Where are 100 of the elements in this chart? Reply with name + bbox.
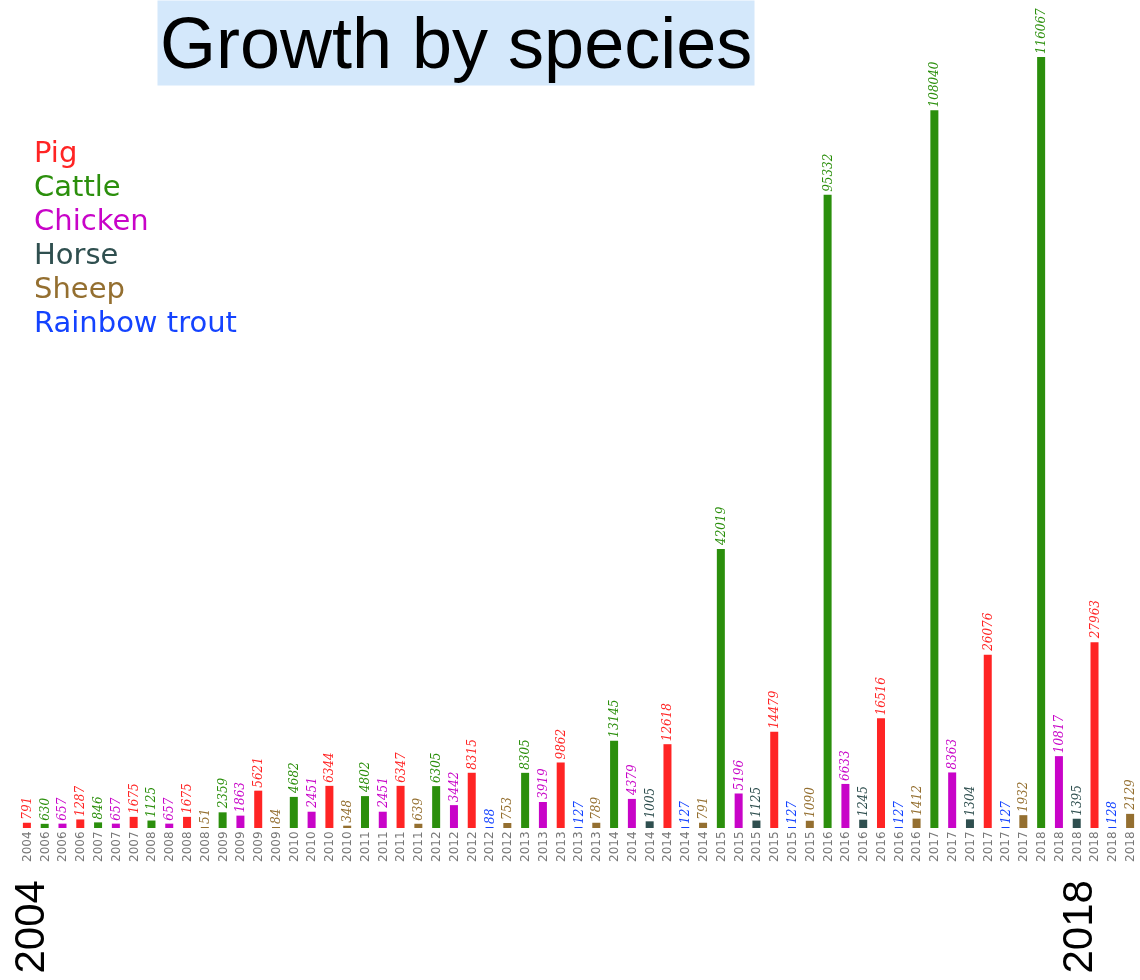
x-tick-label: 2014 [642, 831, 657, 862]
x-tick-label: 2011 [375, 831, 390, 862]
x-tick-label: 2017 [980, 831, 995, 862]
x-tick-label: 2018 [1105, 831, 1120, 862]
text: Cattle [34, 169, 121, 203]
bar [556, 762, 565, 828]
data-label: 95332 [820, 153, 835, 192]
data-label: 630 [37, 797, 52, 821]
data-label: 1863 [233, 781, 248, 813]
data-label: 2359 [215, 777, 230, 810]
text: Horse [34, 237, 119, 271]
x-tick-label: 2016 [856, 831, 871, 862]
data-label: 789 [589, 796, 604, 820]
data-label: 791 [696, 796, 711, 820]
data-label: 127 [998, 800, 1013, 824]
data-label: 127 [571, 800, 586, 824]
bar [1019, 815, 1028, 828]
bar [876, 718, 885, 828]
x-tick-label: 2012 [446, 831, 461, 862]
x-tick-label: 2009 [268, 831, 283, 862]
x-tick-label: 2018 [1087, 831, 1102, 862]
bar [841, 783, 850, 828]
bar [663, 744, 672, 828]
data-label: 1125 [144, 786, 159, 818]
data-label: 6633 [838, 750, 853, 781]
x-tick-label: 2014 [606, 831, 621, 862]
x-tick-label: 2012 [464, 831, 479, 862]
bar [58, 823, 67, 828]
data-label: 127 [785, 800, 800, 824]
data-label: 3919 [535, 768, 550, 799]
data-label: 6344 [322, 752, 337, 783]
data-label: 5621 [251, 757, 266, 788]
x-tick-label: 2008 [144, 831, 159, 862]
data-label: 4802 [357, 761, 372, 794]
bar [948, 772, 957, 828]
x-tick-label: 2012 [429, 831, 444, 862]
bar [734, 793, 743, 828]
x-tick-label: 2010 [286, 831, 301, 862]
data-label: 12618 [660, 702, 675, 742]
x-tick-label: 2008 [197, 831, 212, 862]
x-tick-label: 2015 [767, 831, 782, 862]
bar [76, 819, 85, 828]
data-label: 1395 [1069, 785, 1084, 816]
x-tick-label: 2017 [998, 831, 1013, 862]
x-tick-label: 2017 [945, 831, 960, 862]
data-label: 13145 [607, 699, 622, 738]
bar [360, 796, 369, 828]
bar [1090, 642, 1099, 828]
x-tick-label: 2015 [731, 831, 746, 862]
x-tick-label: 2010 [304, 831, 319, 862]
bar [610, 740, 619, 828]
text: Sheep [34, 271, 125, 305]
x-tick-label: 2018 [1123, 831, 1137, 862]
x-tick-label: 2017 [927, 831, 942, 862]
x-tick-label: 2011 [411, 831, 426, 862]
x-tick-label: 2017 [1016, 831, 1031, 862]
text: Rainbow trout [34, 305, 237, 339]
bar [503, 823, 512, 828]
data-label: 10817 [1051, 714, 1066, 754]
data-label: 127 [678, 800, 693, 824]
bar [1037, 57, 1046, 828]
chart-title: Growth by species [160, 3, 753, 83]
bar [40, 823, 49, 828]
x-tick-label: 2013 [553, 831, 568, 862]
bar [325, 785, 334, 828]
data-label: 88 [482, 808, 497, 824]
bar [432, 786, 441, 828]
x-tick-label: 2012 [500, 831, 515, 862]
data-label: 657 [108, 797, 123, 821]
data-label: 1675 [126, 783, 141, 814]
bar [645, 821, 654, 828]
data-label: 51 [197, 808, 212, 824]
bar [22, 822, 31, 828]
bar [1072, 818, 1081, 828]
bar [94, 822, 103, 828]
data-label: 9862 [553, 728, 568, 760]
data-label: 8305 [518, 739, 533, 770]
data-label: 27963 [1087, 599, 1102, 640]
data-label: 84 [269, 808, 284, 824]
x-tick-label: 2015 [749, 831, 764, 862]
data-label: 5196 [731, 759, 746, 791]
bar [716, 548, 725, 828]
data-label: 1932 [1016, 781, 1031, 813]
data-label: 108040 [927, 61, 942, 108]
bar [289, 796, 298, 828]
bar [449, 805, 458, 828]
bar [538, 801, 547, 828]
data-label: 2129 [1123, 778, 1138, 811]
bar [183, 816, 192, 828]
x-tick-label: 2011 [393, 831, 408, 862]
data-label: 128 [1105, 800, 1120, 824]
data-label: 2451 [304, 777, 319, 809]
x-tick-label: 2010 [340, 831, 355, 862]
data-label: 2451 [375, 777, 390, 809]
data-label: 1304 [962, 785, 977, 817]
bar [165, 823, 174, 828]
data-label: 16516 [873, 676, 888, 716]
x-tick-label: 2010 [322, 831, 337, 862]
data-label: 753 [500, 796, 515, 820]
data-label: 8315 [464, 739, 479, 770]
